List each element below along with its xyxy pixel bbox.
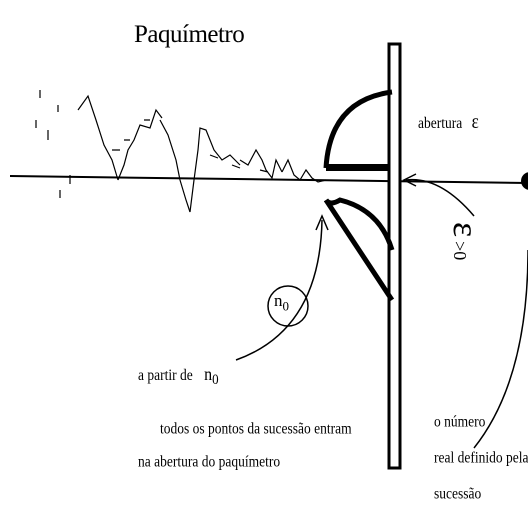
n0-arrow bbox=[236, 220, 322, 360]
caliper-lower-jaw bbox=[326, 200, 392, 250]
todos-os-pontos-label: todos os pontos da sucessão entram bbox=[160, 421, 352, 437]
abertura-label: abertura ε bbox=[418, 112, 479, 132]
limit-point bbox=[521, 172, 528, 190]
caliper-upper-jaw bbox=[326, 92, 392, 168]
real-definido-label: real definido pela bbox=[434, 450, 528, 466]
na-abertura-label: na abertura do paquímetro bbox=[138, 454, 280, 470]
sequence-points bbox=[36, 90, 326, 212]
a-partir-de-label: a partir de n0 bbox=[138, 366, 219, 386]
n0-circle-label: n0 bbox=[274, 292, 289, 312]
page-title: Paquímetro bbox=[134, 22, 244, 47]
o-numero-label: o número bbox=[434, 414, 485, 430]
caliper-lower-jaw-diagonal bbox=[326, 200, 392, 300]
epsilon-arrow bbox=[406, 180, 474, 216]
caliper-upper-jaw-edge bbox=[326, 164, 390, 171]
epsilon-condition: ε >0 bbox=[448, 222, 484, 260]
caliper-bar bbox=[389, 44, 400, 468]
number-line bbox=[10, 176, 528, 183]
sucessao-label: sucessão bbox=[434, 486, 481, 502]
